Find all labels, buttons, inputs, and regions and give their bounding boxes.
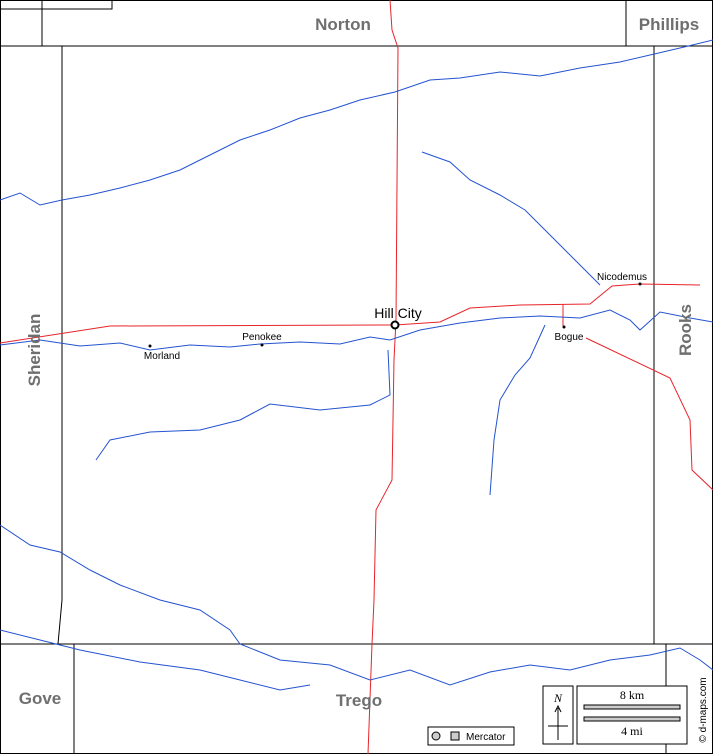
scale-bar [583,716,681,722]
county-labels: Norton Phillips Sheridan Rooks Gove Treg… [19,15,700,710]
town-label: Nicodemus [597,272,647,283]
town-label: Bogue [555,332,584,343]
town-marker [562,325,566,329]
scale-mi: 4 mi [621,724,643,738]
county-label: Trego [336,691,382,710]
county-label: Gove [19,689,62,708]
town-marker [390,320,400,330]
rivers [0,39,713,691]
compass-label: N [553,691,563,705]
towns: Hill City Nicodemus Penokee Morland Bogu… [144,272,647,362]
legend: N 8 km 4 mi Mercator © d-maps.com [427,677,709,746]
credit: © d-maps.com [698,677,709,742]
town-label: Penokee [242,332,282,343]
town-label: Hill City [374,305,421,321]
town-marker [638,282,642,286]
county-label: Norton [315,15,371,34]
projection-icon [450,731,460,741]
county-label: Phillips [639,15,699,34]
town-label: Morland [144,351,180,362]
projection-label: Mercator [466,732,506,743]
scale-bar [583,704,681,710]
county-label: Sheridan [25,314,44,387]
scale-box [576,685,688,745]
projection-box [427,726,515,746]
compass-rose [548,704,568,740]
projection-icon [431,731,441,741]
county-label: Rooks [676,304,695,356]
town-marker [260,343,264,347]
scale-km: 8 km [620,688,645,702]
town-marker [148,344,152,348]
